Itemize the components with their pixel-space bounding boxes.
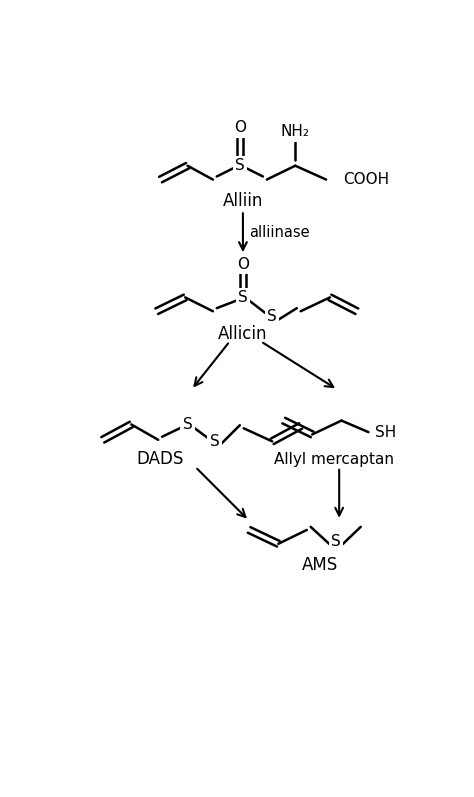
Text: O: O <box>237 257 249 272</box>
Text: S: S <box>331 534 341 549</box>
Text: NH₂: NH₂ <box>281 124 310 139</box>
Text: AMS: AMS <box>302 556 338 574</box>
Text: Alliin: Alliin <box>223 192 263 210</box>
Text: S: S <box>182 417 192 432</box>
Text: Allicin: Allicin <box>218 324 268 343</box>
Text: O: O <box>234 120 246 135</box>
Text: S: S <box>235 159 245 173</box>
Text: DADS: DADS <box>137 450 184 468</box>
Text: S: S <box>210 434 219 449</box>
Text: alliinase: alliinase <box>249 226 310 240</box>
Text: COOH: COOH <box>343 172 389 187</box>
Text: SH: SH <box>375 425 397 440</box>
Text: S: S <box>238 290 248 305</box>
Text: Allyl mercaptan: Allyl mercaptan <box>274 452 394 466</box>
Text: S: S <box>267 309 277 324</box>
